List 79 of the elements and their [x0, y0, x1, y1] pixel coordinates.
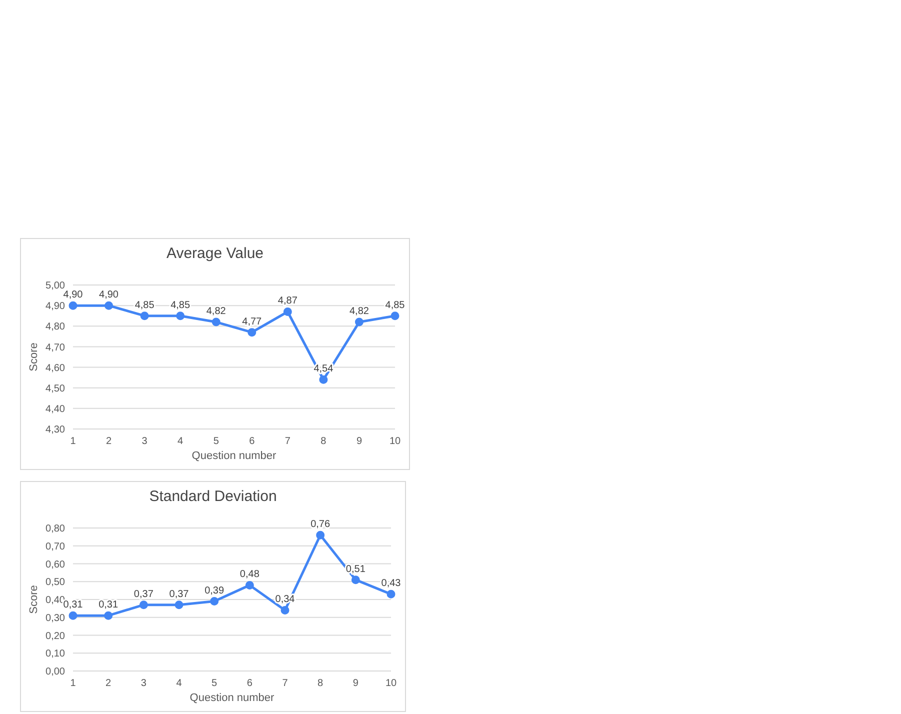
data-label: 4,82 [206, 306, 226, 318]
x-tick-label: 2 [106, 436, 112, 448]
data-label: 4,85 [385, 300, 406, 311]
x-tick-label: 10 [385, 678, 397, 690]
data-label: 0,43 [381, 578, 402, 590]
data-label: 0,39 [204, 585, 224, 596]
x-tick-label: 8 [318, 678, 324, 690]
x-tick-label: 9 [356, 436, 362, 448]
point [140, 312, 149, 320]
x-tick-label: 1 [70, 436, 76, 448]
y-tick-label: 0,80 [46, 524, 66, 535]
point [316, 530, 325, 540]
data-label: 4,87 [278, 296, 298, 307]
y-tick-label: 0,10 [46, 648, 66, 660]
y-axis-title: Score [28, 342, 40, 372]
x-tick-label: 3 [142, 436, 148, 448]
x-tick-label: 4 [178, 436, 184, 448]
point [390, 312, 400, 320]
y-tick-label: 0,60 [46, 559, 66, 570]
x-tick-label: 7 [282, 678, 288, 690]
data-label: 0,48 [240, 569, 260, 580]
y-tick-label: 4,50 [46, 383, 66, 394]
data-label: 4,90 [99, 290, 119, 301]
y-tick-label: 0,20 [46, 630, 66, 642]
x-tick-label: 7 [284, 436, 291, 448]
point [68, 611, 78, 620]
x-tick-label: 1 [70, 678, 76, 690]
data-label: 0,31 [63, 600, 84, 611]
y-tick-label: 5,00 [46, 280, 66, 292]
y-axis-title: Score [28, 585, 40, 614]
x-tick-label: 5 [212, 678, 218, 690]
data-label: 4,77 [242, 316, 262, 328]
x-tick-label: 5 [213, 436, 220, 448]
y-tick-label: 0,00 [46, 666, 66, 678]
point [176, 312, 185, 320]
y-tick-label: 4,90 [46, 301, 66, 312]
data-label: 4,85 [170, 300, 190, 311]
x-axis-title: Question number [190, 692, 275, 704]
x-tick-label: 6 [246, 678, 253, 690]
x-tick-label: 3 [140, 678, 147, 690]
data-label: 0,31 [98, 600, 118, 611]
point [104, 611, 113, 620]
y-tick-label: 4,40 [46, 404, 66, 415]
point [139, 600, 148, 610]
data-label: 0,76 [310, 519, 330, 530]
point [319, 375, 328, 384]
x-tick-label: 2 [106, 678, 112, 690]
point [212, 318, 220, 326]
point [210, 597, 219, 606]
y-tick-label: 4,70 [46, 342, 66, 354]
data-label: 4,85 [134, 300, 155, 311]
y-tick-label: 0,50 [46, 577, 66, 588]
point [245, 580, 254, 590]
point [280, 606, 290, 614]
x-tick-label: 4 [176, 678, 182, 690]
point [283, 307, 292, 316]
y-tick-label: 4,80 [46, 322, 66, 333]
data-label: 4,90 [63, 290, 84, 301]
y-tick-label: 0,30 [46, 612, 66, 624]
x-axis-title: Question number [192, 450, 277, 462]
point [351, 576, 360, 584]
point [386, 590, 396, 598]
point [248, 328, 256, 337]
y-tick-label: 4,60 [46, 362, 66, 374]
x-tick-label: 9 [352, 678, 359, 690]
chart-title: Average Value [165, 245, 265, 264]
data-label: 4,82 [349, 306, 370, 318]
x-tick-label: 8 [320, 436, 327, 448]
y-tick-label: 4,30 [46, 424, 66, 436]
data-label: 0,37 [169, 588, 190, 600]
data-label: 0,37 [134, 588, 154, 600]
y-tick-label: 0,70 [46, 541, 66, 552]
point [104, 301, 114, 310]
point [354, 318, 364, 326]
point [174, 600, 184, 610]
x-tick-label: 6 [249, 436, 256, 448]
x-tick-label: 10 [389, 436, 401, 448]
point [68, 301, 78, 310]
chart-title: Standard Deviation [148, 488, 278, 507]
